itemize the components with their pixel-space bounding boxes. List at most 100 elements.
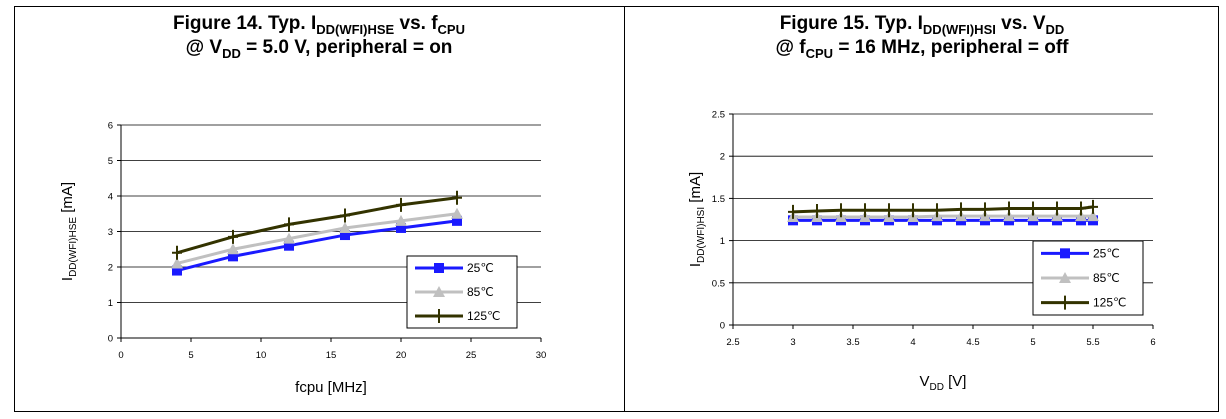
figure-14-title-line2: @ VDD = 5.0 V, peripheral = on: [14, 36, 624, 60]
chart1-y-axis-label: IDD(WFI)HSI [mA]: [687, 172, 707, 267]
chart1-series-1-point: [1051, 210, 1063, 222]
chart0-series-1-point: [171, 257, 183, 269]
chart1-x-tick-label: 3: [790, 337, 795, 348]
chart1-series-1-point: [1003, 210, 1015, 222]
chart0-series-0-point: [228, 251, 238, 262]
chart0-series-0-point: [452, 215, 462, 226]
chart0-series-2: [172, 190, 462, 260]
chart0-series-2-point: [396, 197, 406, 212]
chart0-y-tick-label: 4: [108, 192, 113, 203]
chart0-title-part-2: vs. f: [394, 13, 438, 34]
chart0-y-tick-label: 0: [108, 334, 113, 345]
chart0-series-0-point: [340, 230, 350, 241]
chart1-subtitle-part-2: = 16 MHz, peripheral = off: [833, 37, 1069, 58]
chart1-series-1-line: [793, 214, 1093, 219]
chart1-legend-marker-0: [1060, 248, 1070, 259]
chart1-series-1-point: [1087, 210, 1099, 222]
chart0-x-tick-label: 0: [118, 350, 123, 361]
chart1-title-part-3: DD: [1045, 22, 1065, 37]
chart0-x-tick-label: 10: [256, 350, 267, 361]
panel-divider: [624, 6, 625, 412]
chart1-y-tick-label: 0: [720, 321, 725, 332]
chart0-title-part-1: DD(WFI)HSE: [316, 22, 395, 37]
chart1-x-tick-label: 4.5: [966, 337, 979, 348]
chart1-x-tick-label: 5: [1030, 337, 1035, 348]
chart0-series-2-line: [176, 196, 458, 255]
figure-15-title: Figure 15. Typ. IDD(WFI)HSI vs. VDD @ fC…: [625, 12, 1219, 60]
chart0-legend-label-2: 125℃: [467, 309, 501, 323]
chart0-series-0-point: [284, 240, 294, 251]
chart0-series-2-point: [172, 245, 182, 260]
chart1-series-1: [787, 210, 1099, 222]
figure-15-title-line1: Figure 15. Typ. IDD(WFI)HSI vs. VDD: [625, 12, 1219, 36]
chart0-y-tick-label: 6: [108, 121, 113, 132]
chart0-series-0: [172, 215, 462, 276]
chart0-legend-label-0: 25℃: [467, 261, 494, 275]
chart0-series-2-point: [340, 208, 350, 223]
chart1-series-2-point: [1004, 201, 1014, 216]
chart0-series-1-point: [395, 214, 407, 226]
chart1-y-tick-label: 1.5: [712, 194, 725, 205]
chart1-title-part-2: vs. V: [995, 13, 1046, 34]
figure-15-title-line2: @ fCPU = 16 MHz, peripheral = off: [625, 36, 1219, 60]
figure-14-title-line1: Figure 14. Typ. IDD(WFI)HSE vs. fCPU: [14, 12, 624, 36]
chart1-x-tick-label: 5.5: [1086, 337, 1099, 348]
chart0-series-2-point: [452, 190, 462, 205]
figure-15-chart: 0 0.5 1 1.5 2 2.5 2.5 3 3.5 4 4.5 5 5.5 6 VDD [V] IDD(W…: [687, 110, 1156, 394]
chart0-subtitle-part-2: = 5.0 V, peripheral = on: [240, 37, 453, 58]
chart1-series-2-point: [980, 202, 990, 217]
chart1-subtitle-part-1: CPU: [805, 46, 834, 61]
chart0-series-0-point: [396, 222, 406, 233]
chart1-series-1-point: [1027, 210, 1039, 222]
chart0-y-tick-label: 3: [108, 227, 113, 238]
chart1-x-tick-label: 2.5: [726, 337, 739, 348]
chart1-series-2-point: [1088, 199, 1098, 214]
chart1-title-part-0: Figure 15. Typ. I: [779, 13, 923, 34]
chart1-x-tick-label: 6: [1150, 337, 1155, 348]
chart0-series-2-point: [228, 229, 238, 244]
chart1-legend-marker-2: [1060, 295, 1070, 310]
chart0-legend: 25℃ 85℃ 125℃: [406, 255, 518, 329]
chart1-x-tick-label: 3.5: [846, 337, 859, 348]
chart1-series-2-point: [908, 203, 918, 218]
chart0-subtitle-part-0: @ V: [185, 37, 223, 58]
chart0-series-1-point: [339, 221, 351, 233]
figure-14-title: Figure 14. Typ. IDD(WFI)HSE vs. fCPU @ V…: [14, 12, 624, 60]
chart0-series-1-line: [176, 212, 458, 265]
chart0-subtitle-part-1: DD: [222, 46, 241, 61]
chart0-y-tick-label: 1: [108, 298, 113, 309]
chart0-series-1: [171, 207, 463, 269]
chart1-y-tick-label: 2: [720, 152, 725, 163]
chart0-series-1-point: [283, 232, 295, 244]
chart1-series-2-point: [956, 202, 966, 217]
chart1-series-2-point: [836, 203, 846, 218]
chart0-title-part-3: CPU: [437, 22, 465, 37]
chart0-legend-label-1: 85℃: [467, 285, 494, 299]
chart0-series-2-point: [284, 217, 294, 232]
chart0-legend-marker-2: [434, 309, 444, 323]
chart0-legend-marker-1: [433, 286, 445, 297]
chart1-series-2-point: [812, 204, 822, 219]
chart1-series-2-point: [1076, 201, 1086, 216]
chart1-y-tick-label: 0.5: [712, 278, 725, 289]
chart1-title-part-1: DD(WFI)HSI: [922, 22, 996, 37]
chart0-title-part-0: Figure 14. Typ. I: [173, 13, 317, 34]
chart0-y-tick-label: 2: [108, 263, 113, 274]
chart1-series-2-point: [860, 203, 870, 218]
chart1-series-2-point: [884, 203, 894, 218]
chart0-y-axis-label: IDD(WFI)HSE [mA]: [59, 182, 79, 281]
figure-15-panel: Figure 15. Typ. IDD(WFI)HSI vs. VDD @ fC…: [625, 6, 1219, 412]
chart1-subtitle-part-0: @ f: [775, 37, 806, 58]
chart1-legend: 25℃ 85℃ 125℃: [1032, 240, 1144, 316]
chart1-y-tick-label: 1: [720, 236, 725, 247]
chart1-series-1-point: [1075, 210, 1087, 222]
chart1-series-2-point: [1052, 201, 1062, 216]
chart1-y-tick-label: 2.5: [712, 110, 725, 121]
chart1-x-axis-label: VDD [V]: [920, 373, 967, 393]
chart1-series-2-point: [932, 203, 942, 218]
chart0-legend-marker-0: [434, 263, 444, 273]
chart1-legend-marker-1: [1059, 272, 1071, 283]
chart1-series-2-point: [788, 204, 798, 219]
chart0-series-1-point: [451, 207, 463, 219]
figure-14-panel: Figure 14. Typ. IDD(WFI)HSE vs. fCPU @ V…: [14, 6, 624, 412]
